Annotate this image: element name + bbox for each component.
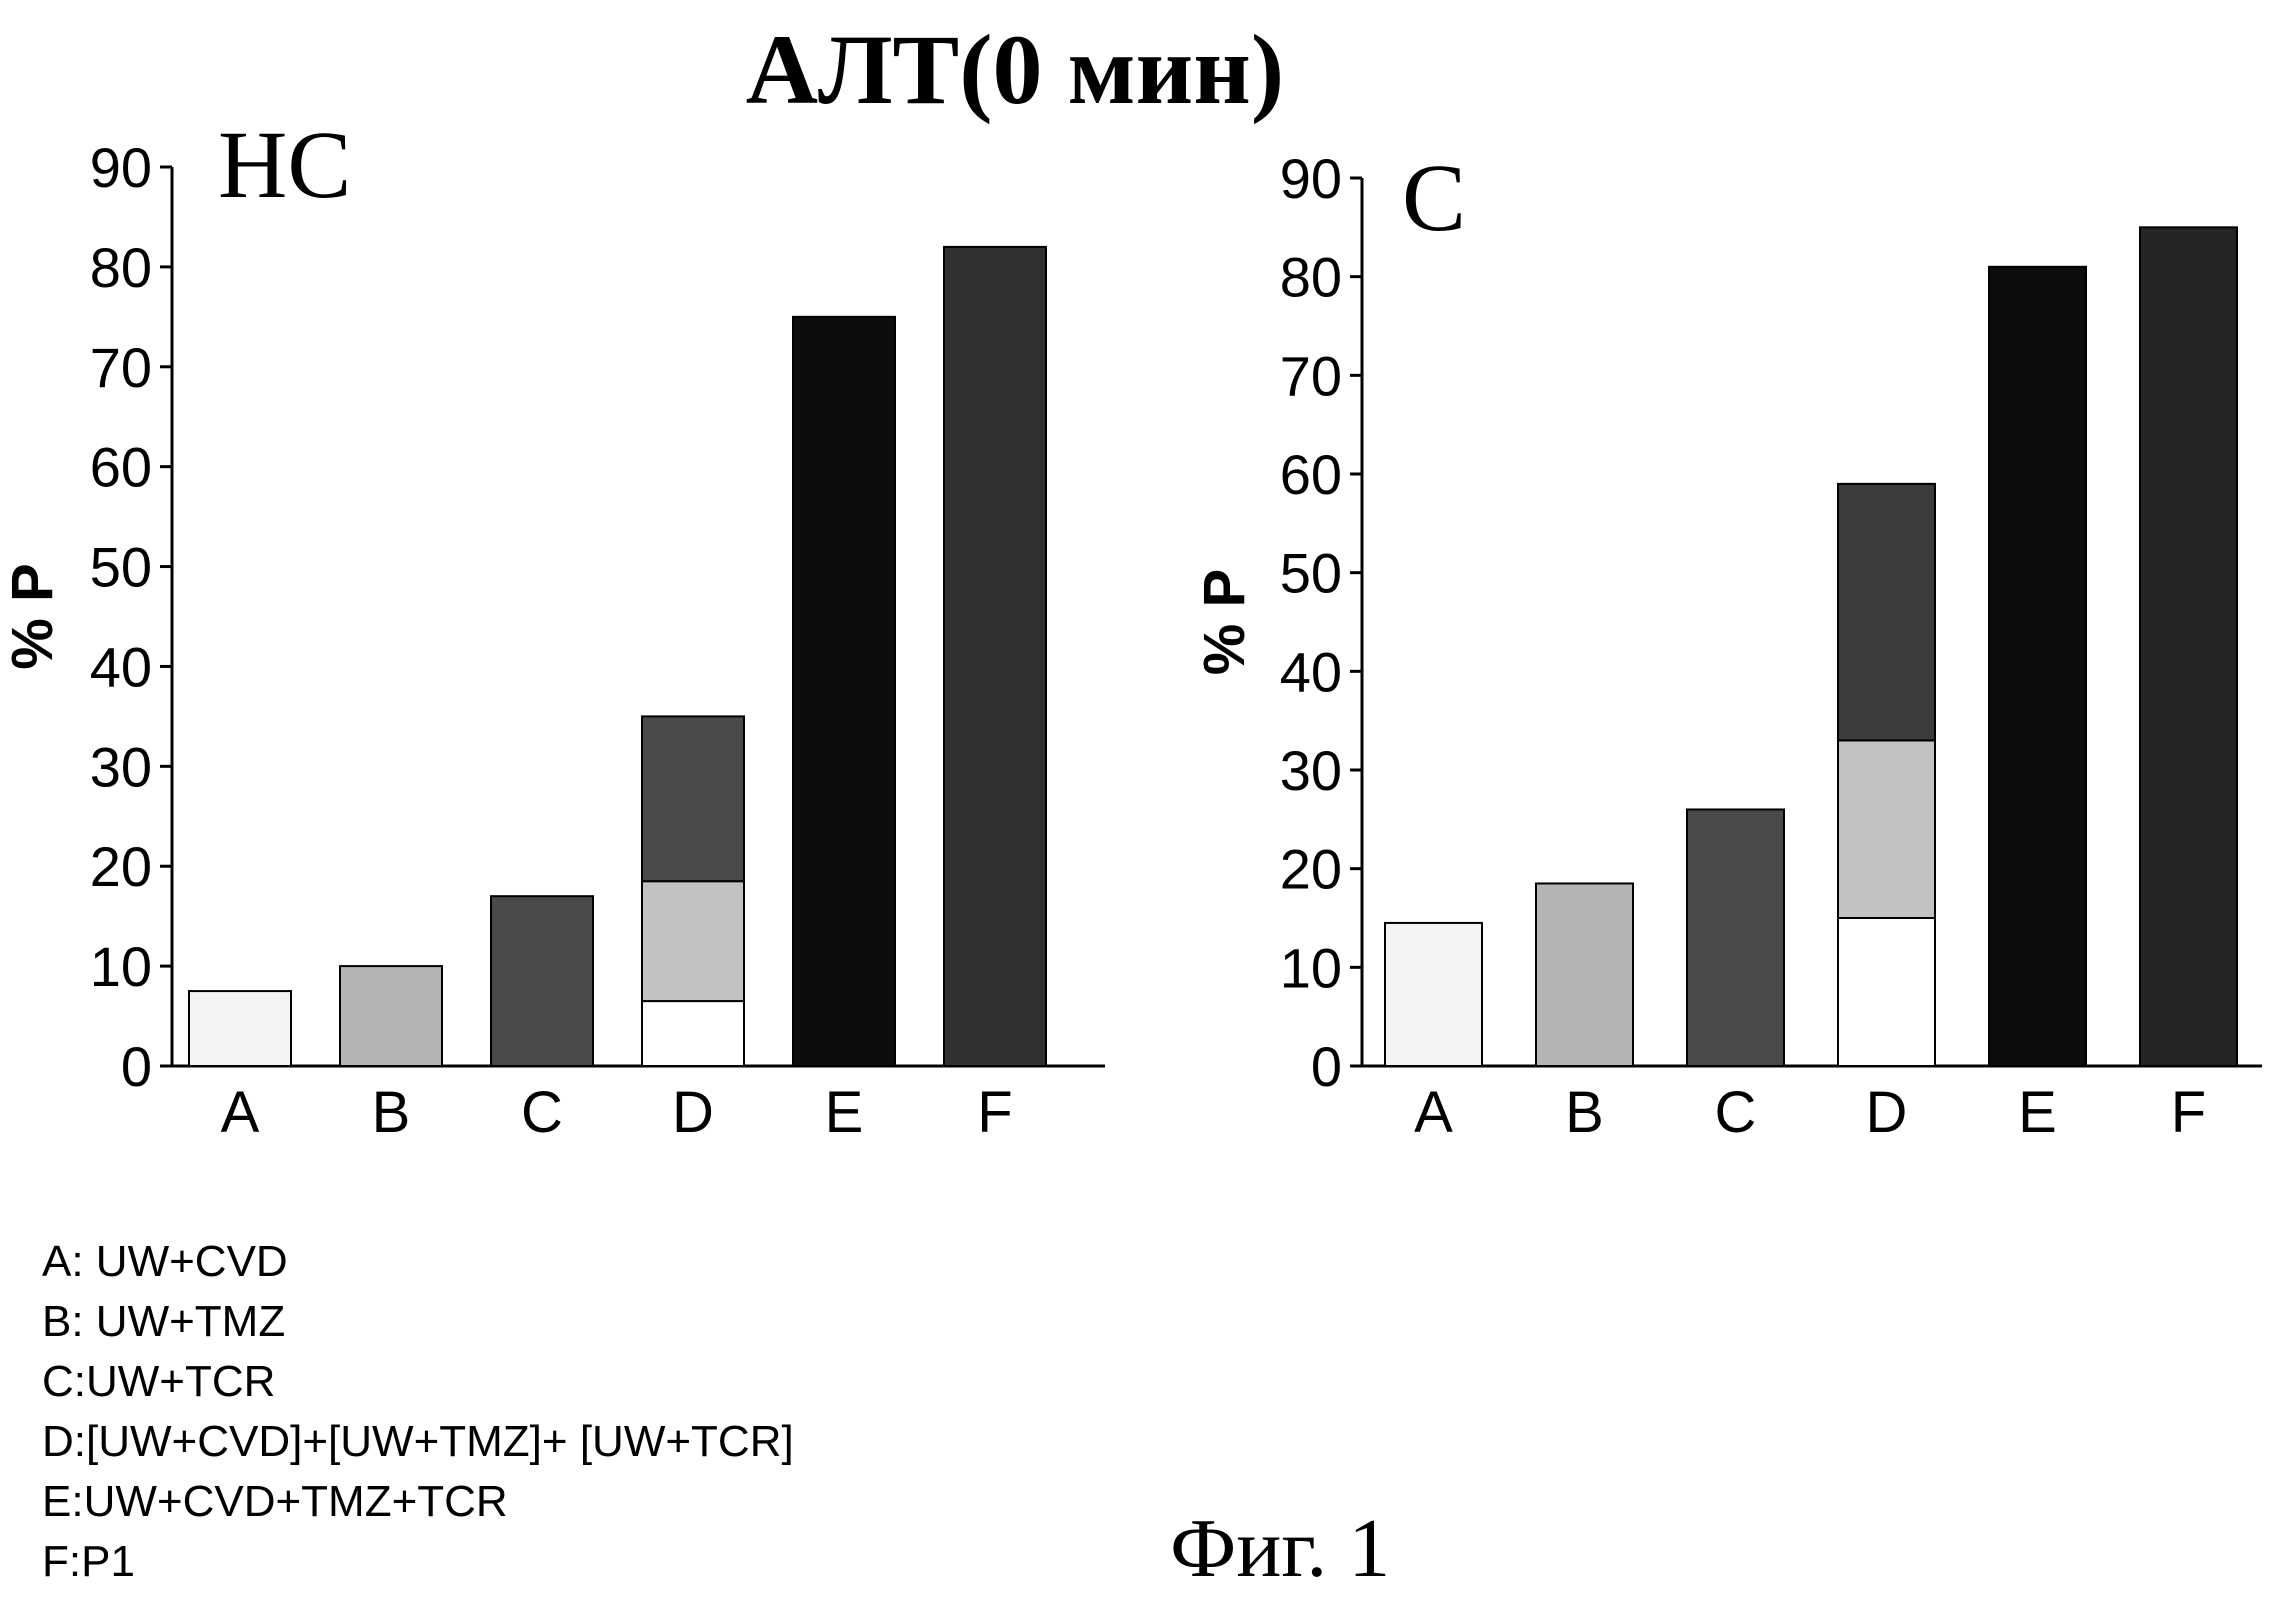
bar-c-e <box>1989 267 2086 1066</box>
category-label-c-b: B <box>1565 1080 1604 1145</box>
y-tick-label-c-10: 10 <box>1280 936 1342 999</box>
y-tick-label-c-70: 70 <box>1280 344 1342 407</box>
bar-c-d-segment-c <box>1838 484 1935 741</box>
y-tick-label-c-80: 80 <box>1280 246 1342 309</box>
legend-item-a: A: UW+CVD <box>42 1232 794 1292</box>
y-axis-label-c: % P <box>1192 569 1257 675</box>
figure-caption: Фиг. 1 <box>1170 1500 1390 1597</box>
legend: A: UW+CVD B: UW+TMZ C:UW+TCR D:[UW+CVD]+… <box>42 1232 794 1592</box>
bar-c-b <box>1536 883 1633 1066</box>
legend-item-c: C:UW+TCR <box>42 1352 794 1412</box>
y-tick-label-c-60: 60 <box>1280 443 1342 506</box>
category-label-c-e: E <box>2018 1080 2057 1145</box>
y-tick-label-c-30: 30 <box>1280 739 1342 802</box>
category-label-c-f: F <box>2171 1080 2206 1145</box>
category-label-c-d: D <box>1866 1080 1908 1145</box>
y-tick-label-c-90: 90 <box>1280 147 1342 210</box>
bar-c-c <box>1687 809 1784 1066</box>
y-tick-label-c-40: 40 <box>1280 640 1342 703</box>
y-tick-label-c-0: 0 <box>1311 1035 1342 1098</box>
bar-c-f <box>2140 227 2237 1066</box>
legend-item-d: D:[UW+CVD]+[UW+TMZ]+ [UW+TCR] <box>42 1412 794 1472</box>
y-tick-label-c-20: 20 <box>1280 838 1342 901</box>
bar-c-d-segment-b <box>1838 740 1935 918</box>
bar-c-d-segment-a <box>1838 918 1935 1066</box>
y-tick-label-c-50: 50 <box>1280 542 1342 605</box>
legend-item-b: B: UW+TMZ <box>42 1292 794 1352</box>
category-label-c-a: A <box>1414 1080 1453 1145</box>
category-label-c-c: C <box>1715 1080 1757 1145</box>
legend-item-f: F:P1 <box>42 1532 794 1592</box>
bar-c-a <box>1385 923 1482 1066</box>
legend-item-e: E:UW+CVD+TMZ+TCR <box>42 1472 794 1532</box>
panel-label-c: C <box>1402 144 1466 251</box>
